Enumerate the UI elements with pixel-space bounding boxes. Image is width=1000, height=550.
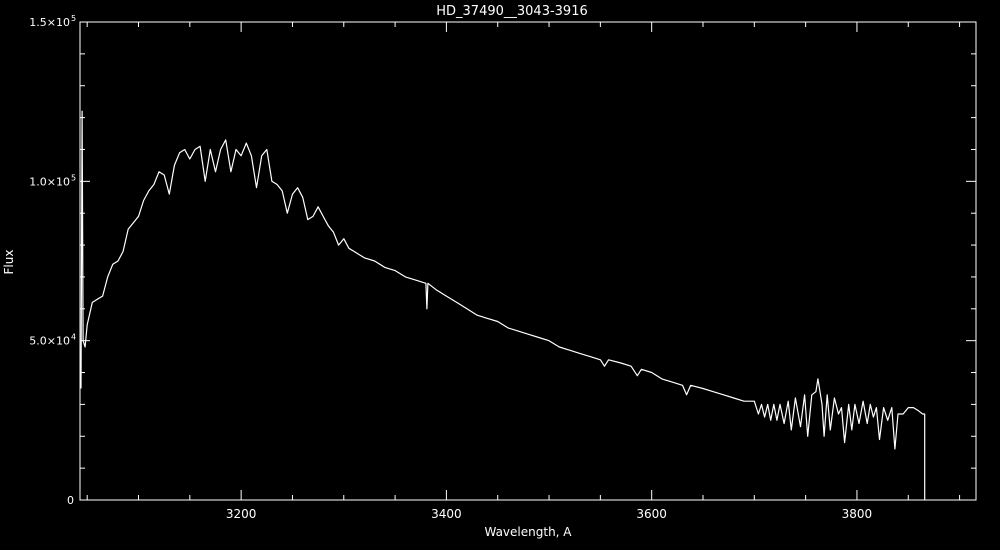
y-tick-label: 1.0×10 — [29, 175, 70, 188]
y-tick-exponent: 4 — [71, 333, 76, 342]
x-tick-label: 3400 — [431, 507, 462, 521]
y-tick-exponent: 5 — [71, 14, 76, 23]
plot-frame — [79, 21, 977, 501]
y-tick-exponent: 5 — [71, 173, 76, 182]
y-tick-label: 5.0×10 — [29, 335, 70, 348]
axis-ticks — [80, 21, 976, 501]
y-axis-label: Flux — [2, 250, 16, 275]
flux-series-line — [80, 110, 926, 500]
y-tick-labels: 05.0×10 41.0×10 51.5×10 5 — [29, 14, 76, 507]
y-tick-label: 1.5×10 — [29, 16, 70, 29]
x-tick-label: 3200 — [226, 507, 257, 521]
x-tick-label: 3600 — [636, 507, 667, 521]
x-tick-label: 3800 — [842, 507, 873, 521]
y-tick-label: 0 — [67, 494, 74, 507]
x-axis-label: Wavelength, A — [484, 525, 572, 539]
x-tick-labels: 3200 3400 3600 3800 — [226, 507, 872, 521]
chart-title: HD_37490__3043-3916 — [436, 4, 588, 19]
